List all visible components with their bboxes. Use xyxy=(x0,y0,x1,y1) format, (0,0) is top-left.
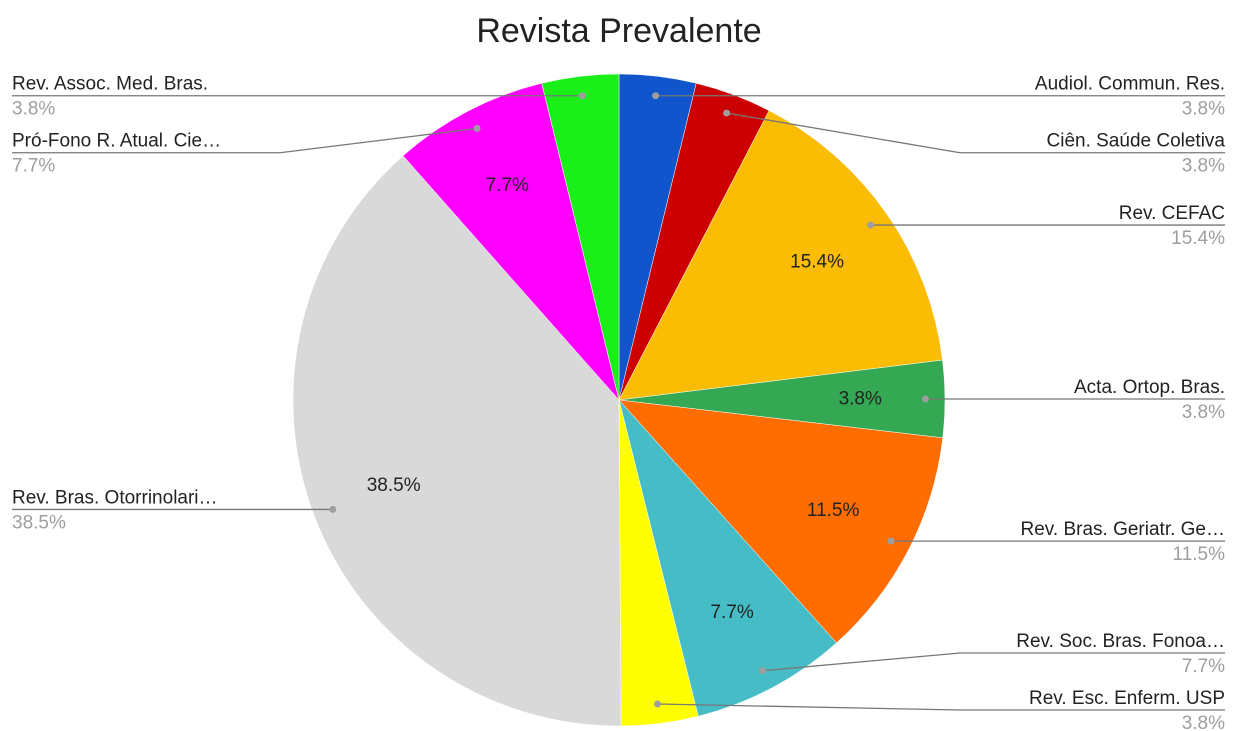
legend-label: Audiol. Commun. Res. xyxy=(1035,74,1225,95)
leader-dot xyxy=(653,700,661,708)
leader-line xyxy=(762,652,1225,672)
pie-slice xyxy=(618,399,944,644)
pie-slice xyxy=(618,399,837,717)
slice-label: 3.8% xyxy=(839,388,882,409)
leader-dot xyxy=(723,109,731,117)
legend-value: 3.8% xyxy=(1182,156,1225,177)
slice-label: 7.7% xyxy=(710,602,753,623)
legend-value: 11.5% xyxy=(1173,544,1226,565)
slice-label: 15.4% xyxy=(790,251,844,272)
legend-value: 3.8% xyxy=(1182,713,1225,731)
legend-value: 3.8% xyxy=(1182,402,1225,423)
legend-label: Rev. CEFAC xyxy=(1119,203,1225,224)
legend-label: Pró-Fono R. Atual. Cie… xyxy=(12,131,221,152)
leader-line xyxy=(12,127,478,154)
legend-value: 38.5% xyxy=(12,512,66,533)
legend-label: Rev. Assoc. Med. Bras. xyxy=(12,74,208,95)
legend-label: Acta. Ortop. Bras. xyxy=(1074,377,1225,398)
pie-slice xyxy=(618,110,943,401)
legend-value: 3.8% xyxy=(1182,99,1225,120)
pie-slice xyxy=(541,73,620,401)
leader-dot xyxy=(759,667,767,675)
chart-title: Revista Prevalente xyxy=(476,12,761,50)
legend-value: 15.4% xyxy=(1171,228,1225,249)
leader-dot xyxy=(867,221,875,229)
leader-dot xyxy=(887,537,895,545)
legend-label: Rev. Bras. Otorrinolari… xyxy=(12,487,218,508)
leader-dot xyxy=(473,124,481,132)
slice-label: 38.5% xyxy=(367,475,421,496)
slice-label: 7.7% xyxy=(486,175,529,196)
legend-value: 7.7% xyxy=(12,156,55,177)
legend-value: 7.7% xyxy=(1182,656,1225,677)
legend-label: Rev. Soc. Bras. Fonoa… xyxy=(1016,631,1225,652)
leader-dot xyxy=(578,92,586,100)
pie-slice xyxy=(292,155,622,727)
pie-slice xyxy=(402,82,620,401)
leader-dot xyxy=(652,92,660,100)
legend-value: 3.8% xyxy=(12,99,55,120)
legend-label: Rev. Bras. Geriatr. Ge… xyxy=(1021,519,1225,540)
leader-line xyxy=(726,112,1225,154)
legend-label: Ciên. Saúde Coletiva xyxy=(1047,131,1226,152)
legend-label: Rev. Esc. Enferm. USP xyxy=(1029,688,1225,709)
slice-label: 11.5% xyxy=(807,500,860,521)
leader-dot xyxy=(921,395,929,403)
leader-dot xyxy=(329,505,337,513)
leader-line xyxy=(657,703,1225,711)
